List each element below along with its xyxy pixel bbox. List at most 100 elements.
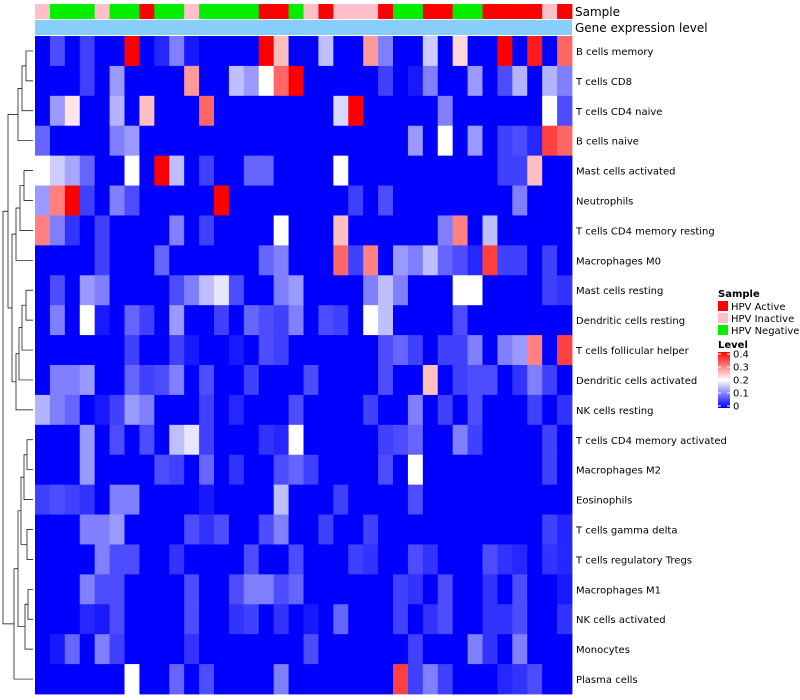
heatmap-cell bbox=[512, 484, 528, 515]
heatmap-cell bbox=[333, 155, 349, 186]
heatmap-cell bbox=[422, 155, 439, 186]
sample-track-cell bbox=[527, 4, 543, 19]
heatmap-cell bbox=[184, 95, 200, 127]
heatmap-cell bbox=[109, 185, 125, 216]
heatmap-cell bbox=[199, 185, 215, 216]
heatmap-cell bbox=[318, 155, 334, 186]
heatmap-cell bbox=[228, 275, 245, 306]
dendrogram-branch bbox=[13, 568, 33, 680]
heatmap-cell bbox=[258, 544, 275, 575]
heatmap-cell bbox=[512, 574, 528, 605]
heatmap-cell bbox=[243, 604, 260, 635]
heatmap-cell bbox=[497, 335, 513, 366]
heatmap-cell bbox=[154, 155, 170, 186]
heatmap-cell bbox=[452, 95, 468, 127]
sample-legend-label: HPV Inactive bbox=[731, 314, 794, 325]
heatmap-cell bbox=[199, 275, 215, 306]
heatmap-cell bbox=[333, 335, 349, 366]
heatmap-cell bbox=[79, 335, 96, 366]
heatmap-cell bbox=[139, 65, 155, 97]
heatmap-cell bbox=[527, 125, 543, 157]
dendrogram-branch bbox=[15, 207, 33, 261]
heatmap-cell bbox=[228, 245, 245, 276]
heatmap-cell bbox=[542, 664, 558, 695]
heatmap-cell bbox=[407, 365, 424, 396]
heatmap-cell bbox=[542, 544, 558, 575]
heatmap-cell bbox=[288, 514, 304, 545]
heatmap-cell bbox=[378, 664, 394, 695]
sample-track-cell bbox=[393, 4, 409, 19]
heatmap-cell bbox=[542, 335, 558, 366]
heatmap-cell bbox=[109, 365, 125, 396]
heatmap-cell bbox=[303, 634, 319, 665]
heatmap-cell bbox=[482, 514, 498, 545]
heatmap-cell bbox=[363, 275, 379, 306]
row-label: Plasma cells bbox=[576, 675, 638, 686]
heatmap-cell bbox=[258, 514, 275, 545]
heatmap-cell bbox=[109, 544, 125, 575]
heatmap-cell bbox=[35, 634, 51, 665]
heatmap-cell bbox=[393, 36, 409, 67]
heatmap-cell bbox=[422, 125, 439, 157]
heatmap-cell bbox=[512, 65, 528, 97]
row-label: B cells memory bbox=[576, 47, 653, 58]
heatmap-cell bbox=[363, 514, 379, 545]
heatmap-cell bbox=[124, 36, 140, 67]
heatmap-cell bbox=[139, 604, 155, 635]
heatmap-cell bbox=[258, 36, 275, 67]
heatmap-cell bbox=[422, 424, 439, 456]
heatmap-cell bbox=[94, 185, 110, 216]
heatmap-cell bbox=[422, 574, 439, 605]
heatmap-cell bbox=[303, 604, 319, 635]
heatmap-cell bbox=[393, 424, 409, 456]
heatmap-cell bbox=[527, 574, 543, 605]
heatmap-cell bbox=[452, 65, 468, 97]
heatmap-cell bbox=[452, 305, 468, 336]
heatmap-cell bbox=[527, 484, 543, 515]
row-label: Monocytes bbox=[576, 645, 630, 656]
heatmap-cell bbox=[407, 424, 424, 456]
heatmap-cell bbox=[124, 514, 140, 545]
heatmap-cell bbox=[542, 634, 558, 665]
heatmap-cell bbox=[169, 65, 185, 97]
heatmap-cell bbox=[288, 95, 304, 127]
gene-expression-track bbox=[35, 20, 572, 35]
heatmap-cell bbox=[124, 634, 140, 665]
heatmap-cell bbox=[79, 65, 96, 97]
heatmap-cell bbox=[139, 215, 155, 246]
heatmap-cell bbox=[497, 424, 513, 456]
heatmap-cell bbox=[258, 125, 275, 157]
heatmap-cell bbox=[64, 335, 81, 366]
heatmap-cell bbox=[557, 454, 573, 486]
heatmap-cell bbox=[303, 664, 319, 695]
heatmap-cell bbox=[258, 215, 275, 246]
heatmap-cell bbox=[35, 574, 51, 605]
heatmap-cell bbox=[318, 36, 334, 67]
heatmap-cell bbox=[79, 514, 96, 545]
heatmap-cell bbox=[467, 424, 483, 456]
heatmap-cell bbox=[497, 155, 513, 186]
heatmap-cell bbox=[527, 424, 543, 456]
heatmap-cell bbox=[214, 36, 230, 67]
heatmap-cell bbox=[303, 125, 319, 157]
gene-expression-track-label: Gene expression level bbox=[575, 21, 708, 35]
heatmap-cell bbox=[35, 95, 51, 127]
heatmap-cell bbox=[482, 664, 498, 695]
level-legend-label: 0.4 bbox=[733, 350, 749, 361]
heatmap-cell bbox=[318, 424, 334, 456]
heatmap-cell bbox=[557, 394, 573, 426]
heatmap-cell bbox=[452, 155, 468, 186]
heatmap-cell bbox=[184, 574, 200, 605]
sample-track-cell bbox=[124, 4, 140, 19]
heatmap-cell bbox=[378, 514, 394, 545]
heatmap-cell bbox=[49, 215, 66, 246]
heatmap-cell bbox=[258, 155, 275, 186]
heatmap-cell bbox=[35, 215, 51, 246]
heatmap-cell bbox=[139, 36, 155, 67]
heatmap-cell bbox=[243, 365, 260, 396]
sample-legend-label: HPV Active bbox=[731, 302, 786, 313]
heatmap-cell bbox=[258, 664, 275, 695]
heatmap-cell bbox=[512, 514, 528, 545]
heatmap-cell bbox=[258, 604, 275, 635]
